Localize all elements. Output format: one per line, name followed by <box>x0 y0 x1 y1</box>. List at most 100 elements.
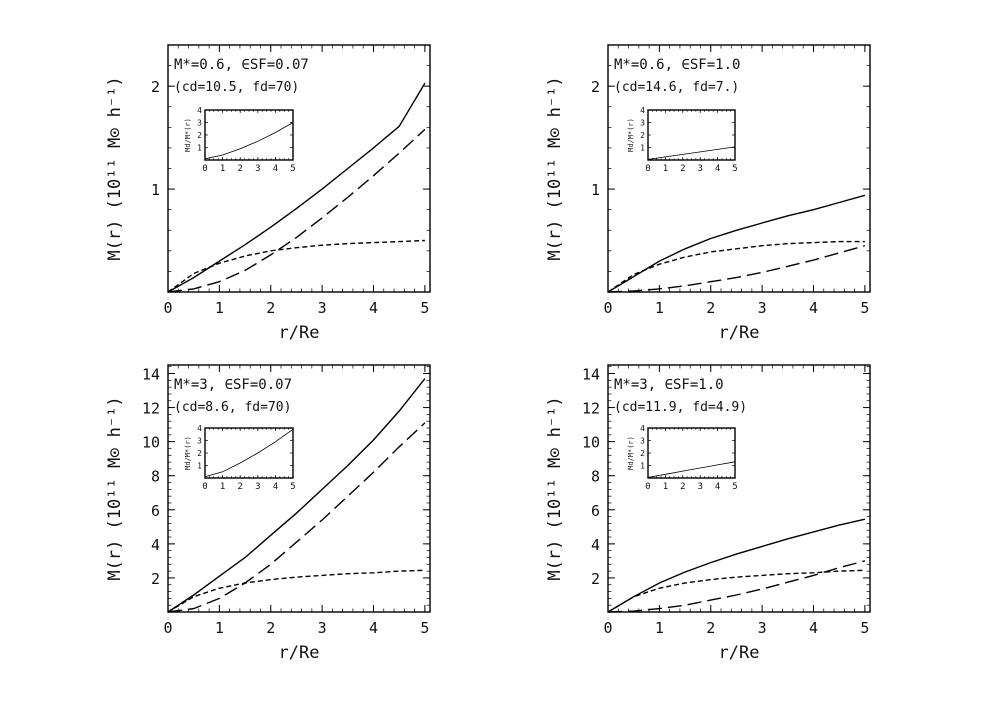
y-tick-label: 6 <box>591 502 600 520</box>
inset-y-tick-label: 4 <box>640 106 645 115</box>
annotation-line-1: M*=0.6, ∈SF=0.07 <box>174 57 309 73</box>
inset-x-tick-label: 0 <box>645 164 650 174</box>
annotation-line-2: (cd=11.9, fd=4.9) <box>614 400 747 415</box>
series-line-long-dash <box>607 245 866 293</box>
annotation-line-1: M*=3, ∈SF=1.0 <box>614 377 724 393</box>
y-tick-label: 4 <box>591 536 600 554</box>
inset-x-tick-label: 3 <box>697 164 702 174</box>
x-tick-label: 0 <box>163 299 172 317</box>
series-line-short-dash <box>167 239 425 293</box>
inset-x-tick-label: 2 <box>237 164 242 174</box>
annotation-line-2: (cd=14.6, fd=7.) <box>614 80 739 95</box>
inset-frame <box>647 427 736 479</box>
series-line-long-dash <box>607 560 866 613</box>
inset-y-tick-label: 1 <box>197 144 202 153</box>
inset-ratio-line <box>204 428 294 478</box>
series-line-short-dash <box>607 240 865 293</box>
x-tick-label: 0 <box>603 299 612 317</box>
inset-x-tick-label: 3 <box>255 482 260 492</box>
x-tick-label: 4 <box>369 299 378 317</box>
inset-y-tick-label: 1 <box>640 144 645 153</box>
x-tick-label: 1 <box>655 619 664 637</box>
inset-x-tick-label: 1 <box>663 164 668 174</box>
x-tick-label: 3 <box>318 619 327 637</box>
inset-x-tick-label: 4 <box>715 164 720 174</box>
series-line-long-dash <box>167 422 426 613</box>
inset-ratio-line <box>647 146 736 160</box>
plot-frame <box>607 364 871 613</box>
series-line-solid <box>167 82 426 293</box>
inset-y-tick-label: 3 <box>640 119 645 128</box>
y-tick-label: 2 <box>151 570 160 588</box>
x-tick-label: 0 <box>603 619 612 637</box>
x-axis-label: r/Re <box>719 323 760 343</box>
inset-x-tick-label: 5 <box>732 482 737 492</box>
annotation-line-1: M*=3, ∈SF=0.07 <box>174 377 292 393</box>
x-tick-label: 5 <box>420 299 429 317</box>
inset-y-axis-label: Md/M*(r) <box>627 118 635 152</box>
inset-x-tick-label: 2 <box>237 482 242 492</box>
inset-frame <box>647 109 736 161</box>
inset-y-tick-label: 2 <box>640 131 645 140</box>
inset: 0 1 2 3 4 5 1 2 3 4 Md/M*(r) <box>184 106 296 174</box>
inset-x-tick-label: 5 <box>732 164 737 174</box>
series-line-solid <box>167 378 426 613</box>
y-tick-label: 2 <box>151 78 160 96</box>
y-tick-label: 12 <box>582 400 600 418</box>
y-axis-label: M(r) (10¹¹ M⊙ h⁻¹) <box>105 76 125 260</box>
series-line-short-dash <box>167 569 425 613</box>
y-tick-label: 14 <box>582 366 600 384</box>
inset-x-tick-label: 5 <box>290 164 295 174</box>
inset-y-tick-label: 2 <box>197 131 202 140</box>
inset-y-tick-label: 2 <box>640 449 645 458</box>
annotation-line-1: M*=0.6, ∈SF=1.0 <box>614 57 740 73</box>
series-line-long-dash <box>167 128 426 293</box>
x-tick-label: 4 <box>809 299 818 317</box>
inset-ratio-line <box>204 122 294 160</box>
series-line-solid <box>607 194 866 293</box>
x-tick-label: 3 <box>758 619 767 637</box>
series-line-short-dash <box>607 569 865 613</box>
inset-y-tick-label: 4 <box>197 106 202 115</box>
y-tick-label: 10 <box>582 434 600 452</box>
x-tick-label: 0 <box>163 619 172 637</box>
y-tick-label: 1 <box>151 181 160 199</box>
inset-x-tick-label: 4 <box>715 482 720 492</box>
inset-y-tick-label: 1 <box>197 462 202 471</box>
x-tick-label: 3 <box>758 299 767 317</box>
inset-x-tick-label: 3 <box>255 164 260 174</box>
inset-y-axis-label: Md/M*(r) <box>184 118 192 152</box>
x-axis-label: r/Re <box>279 323 320 343</box>
inset-y-tick-label: 4 <box>640 424 645 433</box>
inset-y-tick-label: 4 <box>197 424 202 433</box>
inset-y-axis-label: Md/M*(r) <box>184 436 192 470</box>
x-tick-label: 5 <box>860 619 869 637</box>
x-tick-label: 5 <box>420 619 429 637</box>
x-tick-label: 2 <box>706 299 715 317</box>
y-tick-label: 2 <box>591 570 600 588</box>
x-axis-label: r/Re <box>719 643 760 663</box>
y-tick-label: 6 <box>151 502 160 520</box>
inset-x-tick-label: 5 <box>290 482 295 492</box>
inset-y-tick-label: 2 <box>197 449 202 458</box>
inset-x-tick-label: 1 <box>663 482 668 492</box>
inset-x-tick-label: 1 <box>220 164 225 174</box>
inset-x-tick-label: 4 <box>273 164 278 174</box>
inset-x-tick-label: 3 <box>697 482 702 492</box>
inset: 0 1 2 3 4 5 1 2 3 4 Md/M*(r) <box>627 424 738 492</box>
x-tick-label: 1 <box>215 619 224 637</box>
x-tick-label: 5 <box>860 299 869 317</box>
y-tick-label: 12 <box>142 400 160 418</box>
x-tick-label: 2 <box>266 619 275 637</box>
y-tick-label: 10 <box>142 434 160 452</box>
x-tick-label: 1 <box>215 299 224 317</box>
inset-y-tick-label: 1 <box>640 462 645 471</box>
x-tick-label: 2 <box>266 299 275 317</box>
y-tick-label: 8 <box>591 468 600 486</box>
y-tick-label: 1 <box>591 181 600 199</box>
inset-ratio-line <box>647 461 736 478</box>
x-tick-label: 2 <box>706 619 715 637</box>
x-tick-label: 4 <box>369 619 378 637</box>
